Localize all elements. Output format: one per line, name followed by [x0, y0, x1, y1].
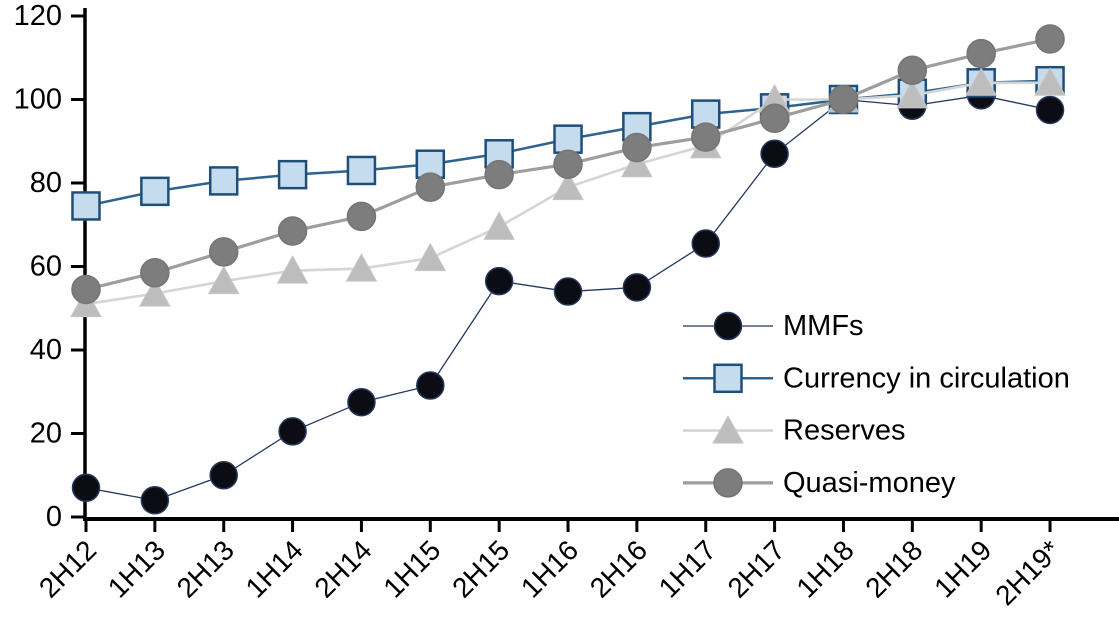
mmfs-marker [209, 461, 238, 490]
y-axis-label: 40 [30, 334, 62, 366]
reserves-marker [1034, 67, 1066, 96]
reserves-marker [965, 67, 998, 96]
currency-in-circulation-marker [140, 176, 170, 207]
mmfs-marker [71, 473, 101, 503]
reserves-marker [345, 253, 378, 282]
y-axis-label: 120 [14, 0, 62, 32]
mmfs-marker [622, 273, 652, 302]
x-axis-label: 2H18 [859, 534, 928, 603]
x-axis-label: 2H17 [722, 534, 791, 603]
quasi-money-marker [71, 274, 101, 305]
x-axis-label: 2H14 [308, 534, 377, 603]
y-axis-label: 0 [46, 501, 62, 533]
quasi-money-marker [415, 172, 446, 202]
mmfs-marker [278, 417, 307, 446]
reserves-marker [552, 171, 584, 201]
quasi-money-marker [966, 38, 996, 69]
x-axis-label: 2H13 [171, 534, 240, 603]
x-axis-label: 2H15 [446, 534, 515, 603]
x-axis-label: 1H14 [240, 534, 309, 603]
x-axis-label: 1H13 [102, 534, 171, 603]
x-axis-label: 1H16 [515, 534, 584, 603]
reserves-marker [621, 148, 653, 178]
x-axis-label: 2H12 [33, 534, 102, 603]
quasi-money-legend-marker [713, 468, 743, 498]
legend-label-reserves: Reserves [783, 415, 906, 447]
quasi-money-marker [208, 237, 239, 267]
legend-label-mmfs: MMFs [783, 310, 864, 342]
mmfs-marker [691, 229, 720, 258]
mmfs-marker [416, 371, 445, 400]
quasi-money-marker [346, 201, 377, 232]
currency-in-circulation-marker [208, 166, 239, 196]
legend-label-quasi-money: Quasi-money [783, 467, 956, 499]
reserves-marker [414, 242, 447, 272]
quasi-money-marker [1035, 24, 1065, 54]
mmfs-marker [347, 387, 376, 417]
quasi-money-marker [277, 216, 308, 246]
currency-in-circulation-marker [277, 159, 308, 190]
mmfs-legend-marker [713, 311, 743, 341]
mmfs-marker [484, 266, 514, 296]
reserves-marker [139, 278, 171, 307]
y-axis-label: 20 [30, 418, 62, 450]
quasi-money-marker [553, 149, 583, 179]
quasi-money-marker [897, 55, 928, 86]
currency-in-circulation-marker [346, 155, 377, 186]
mmfs-marker [760, 139, 789, 169]
x-axis-label: 1H18 [790, 534, 859, 603]
legend-label-currency-in-circulation: Currency in circulation [783, 362, 1070, 394]
quasi-money-marker [690, 122, 721, 152]
currency-in-circulation-marker [553, 124, 583, 154]
reserves-marker [483, 211, 516, 240]
mmfs-marker [1035, 95, 1065, 125]
currency-in-circulation-legend-marker [713, 363, 743, 394]
quasi-money-marker [484, 159, 514, 190]
quasi-money-marker [759, 103, 790, 134]
mmfs-marker [553, 277, 583, 306]
y-axis-label: 60 [30, 251, 62, 283]
quasi-money-marker [828, 84, 859, 115]
reserves-marker [896, 79, 929, 109]
quasi-money-marker [140, 258, 170, 288]
x-axis-label: 1H19 [928, 534, 997, 603]
y-axis-label: 100 [14, 84, 62, 116]
x-axis-label: 2H19* [989, 534, 1066, 611]
reserves-legend-marker [712, 415, 744, 444]
reserves-marker [207, 265, 240, 295]
currency-in-circulation-marker [71, 191, 101, 221]
quasi-money-marker [622, 132, 652, 163]
y-axis-label: 80 [30, 167, 62, 199]
mmfs-marker [140, 486, 170, 515]
x-axis-label: 1H15 [377, 534, 446, 603]
x-axis-label: 2H16 [584, 534, 653, 603]
reserves-marker [276, 255, 309, 284]
x-axis-label: 1H17 [653, 534, 722, 603]
